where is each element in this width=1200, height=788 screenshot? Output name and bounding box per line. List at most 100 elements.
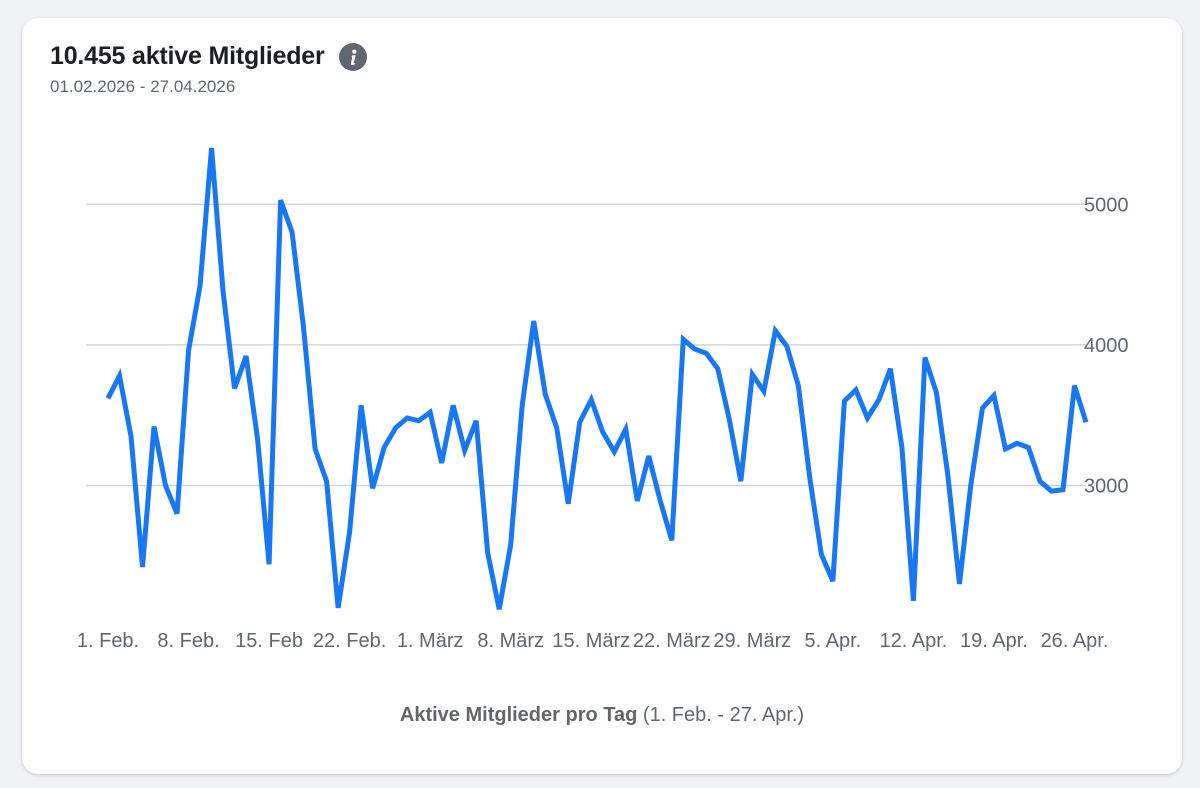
data-point[interactable] (116, 372, 124, 380)
data-point[interactable] (553, 424, 561, 432)
x-tick-label: 8. Feb. (157, 630, 219, 652)
data-point[interactable] (461, 446, 469, 454)
data-point[interactable] (1024, 444, 1032, 452)
data-point[interactable] (898, 444, 906, 452)
data-point[interactable] (1036, 477, 1044, 485)
data-point[interactable] (978, 404, 986, 412)
data-point[interactable] (863, 414, 871, 422)
data-point[interactable] (518, 401, 526, 409)
data-point[interactable] (484, 549, 492, 557)
data-point[interactable] (955, 580, 963, 588)
data-point[interactable] (806, 474, 814, 482)
info-icon[interactable] (338, 42, 367, 71)
x-tick-label: 26. Apr. (1041, 630, 1109, 652)
data-point[interactable] (668, 536, 676, 544)
data-point[interactable] (1059, 486, 1067, 494)
data-point[interactable] (346, 528, 354, 536)
data-point[interactable] (357, 401, 365, 409)
caption-metric: Aktive Mitglieder pro Tag (399, 704, 638, 726)
data-point[interactable] (495, 605, 503, 613)
data-point[interactable] (691, 345, 699, 353)
data-point[interactable] (323, 477, 331, 485)
data-point[interactable] (1047, 487, 1055, 495)
data-point[interactable] (162, 482, 170, 490)
data-point[interactable] (829, 577, 837, 585)
data-point[interactable] (380, 444, 388, 452)
data-point[interactable] (334, 604, 342, 612)
data-point[interactable] (265, 560, 273, 568)
data-point[interactable] (196, 282, 204, 290)
data-point[interactable] (679, 335, 687, 343)
data-point[interactable] (944, 472, 952, 480)
data-point[interactable] (438, 459, 446, 467)
x-tick-label: 29. März (713, 630, 791, 652)
data-point[interactable] (541, 390, 549, 398)
data-point[interactable] (794, 382, 802, 390)
data-point[interactable] (875, 396, 883, 404)
data-point[interactable] (530, 317, 538, 325)
chart-caption: Aktive Mitglieder pro Tag (1. Feb. - 27.… (22, 704, 1182, 727)
data-point[interactable] (219, 287, 227, 295)
data-point[interactable] (702, 349, 710, 357)
data-point[interactable] (1082, 418, 1090, 426)
data-point[interactable] (472, 417, 480, 425)
data-point[interactable] (932, 389, 940, 397)
data-point[interactable] (576, 418, 584, 426)
data-point[interactable] (311, 445, 319, 453)
data-point[interactable] (150, 422, 158, 430)
data-point[interactable] (840, 397, 848, 405)
data-point[interactable] (633, 497, 641, 505)
x-tick-label: 12. Apr. (879, 630, 947, 652)
x-tick-label: 22. Feb. (313, 630, 386, 652)
data-point[interactable] (449, 401, 457, 409)
data-point[interactable] (104, 394, 112, 402)
data-point[interactable] (587, 396, 595, 404)
x-tick-label: 15. März (552, 630, 630, 652)
data-point[interactable] (1001, 445, 1009, 453)
data-point[interactable] (645, 452, 653, 460)
data-point[interactable] (300, 324, 308, 332)
data-point[interactable] (967, 480, 975, 488)
data-point[interactable] (1070, 382, 1078, 390)
data-point[interactable] (208, 144, 216, 152)
data-point[interactable] (415, 417, 423, 425)
data-point[interactable] (886, 365, 894, 373)
data-point[interactable] (909, 597, 917, 605)
x-tick-label: 1. März (397, 630, 464, 652)
data-point[interactable] (127, 432, 135, 440)
data-point[interactable] (783, 342, 791, 350)
x-tick-label: 15. Feb (235, 630, 303, 652)
data-point[interactable] (288, 228, 296, 236)
x-tick-label: 19. Apr. (960, 630, 1028, 652)
data-point[interactable] (1013, 439, 1021, 447)
data-point[interactable] (369, 484, 377, 492)
data-point[interactable] (852, 386, 860, 394)
data-point[interactable] (277, 196, 285, 204)
y-tick-label: 5000 (1084, 194, 1129, 216)
data-point[interactable] (139, 563, 147, 571)
data-point[interactable] (737, 477, 745, 485)
data-point[interactable] (185, 347, 193, 355)
data-point[interactable] (760, 387, 768, 395)
data-point[interactable] (714, 365, 722, 373)
data-point[interactable] (392, 424, 400, 432)
data-point[interactable] (748, 370, 756, 378)
data-point[interactable] (254, 435, 262, 443)
data-point[interactable] (426, 408, 434, 416)
data-point[interactable] (725, 415, 733, 423)
data-point[interactable] (507, 541, 515, 549)
data-point[interactable] (622, 425, 630, 433)
data-point[interactable] (599, 428, 607, 436)
data-point[interactable] (921, 354, 929, 362)
data-point[interactable] (771, 327, 779, 335)
data-point[interactable] (231, 384, 239, 392)
data-point[interactable] (242, 352, 250, 360)
data-point[interactable] (817, 550, 825, 558)
data-point[interactable] (990, 392, 998, 400)
data-point[interactable] (610, 448, 618, 456)
data-point[interactable] (403, 414, 411, 422)
y-tick-label: 4000 (1084, 335, 1129, 357)
data-point[interactable] (173, 510, 181, 518)
data-point[interactable] (564, 500, 572, 508)
data-point[interactable] (656, 497, 664, 505)
